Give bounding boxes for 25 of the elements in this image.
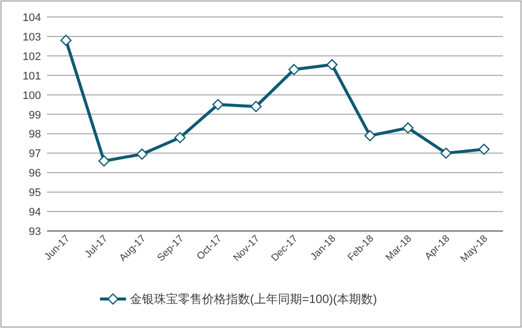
y-tick-label: 99: [28, 109, 41, 122]
point: [60, 34, 72, 46]
y-tick-label: 102: [22, 50, 41, 63]
point: [478, 144, 490, 155]
point: [250, 100, 262, 112]
y-tick-label: 98: [28, 128, 41, 141]
y-tick-label: 93: [28, 226, 41, 238]
point: [364, 130, 376, 142]
y-tick-label: 104: [22, 12, 41, 24]
y-tick-label: 103: [22, 31, 41, 44]
y-tick-label: 100: [22, 90, 41, 102]
point: [174, 132, 186, 144]
point: [288, 64, 300, 76]
point: [402, 122, 414, 134]
point: [326, 59, 338, 70]
y-tick-label: 94: [28, 206, 41, 219]
point: [212, 98, 224, 110]
y-tick-label: 97: [28, 148, 41, 160]
y-tick-label: 95: [28, 187, 41, 200]
y-tick-label: 101: [22, 70, 41, 82]
point: [136, 148, 148, 160]
point: [98, 155, 110, 167]
y-tick-label: 96: [28, 168, 41, 180]
legend-label: 金银珠宝零售价格指数(上年同期=100)(本期数): [130, 292, 378, 306]
point: [440, 148, 452, 159]
